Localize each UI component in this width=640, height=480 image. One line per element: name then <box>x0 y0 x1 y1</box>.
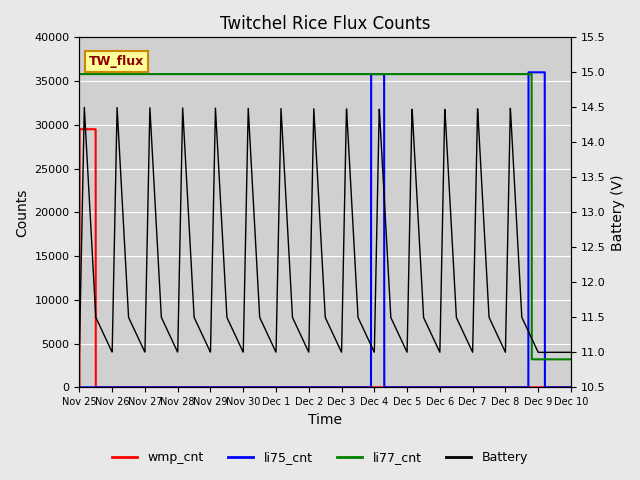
Y-axis label: Counts: Counts <box>15 188 29 237</box>
Y-axis label: Battery (V): Battery (V) <box>611 174 625 251</box>
Title: Twitchel Rice Flux Counts: Twitchel Rice Flux Counts <box>220 15 431 33</box>
Text: TW_flux: TW_flux <box>89 55 145 68</box>
Legend: wmp_cnt, li75_cnt, li77_cnt, Battery: wmp_cnt, li75_cnt, li77_cnt, Battery <box>107 446 533 469</box>
X-axis label: Time: Time <box>308 413 342 427</box>
